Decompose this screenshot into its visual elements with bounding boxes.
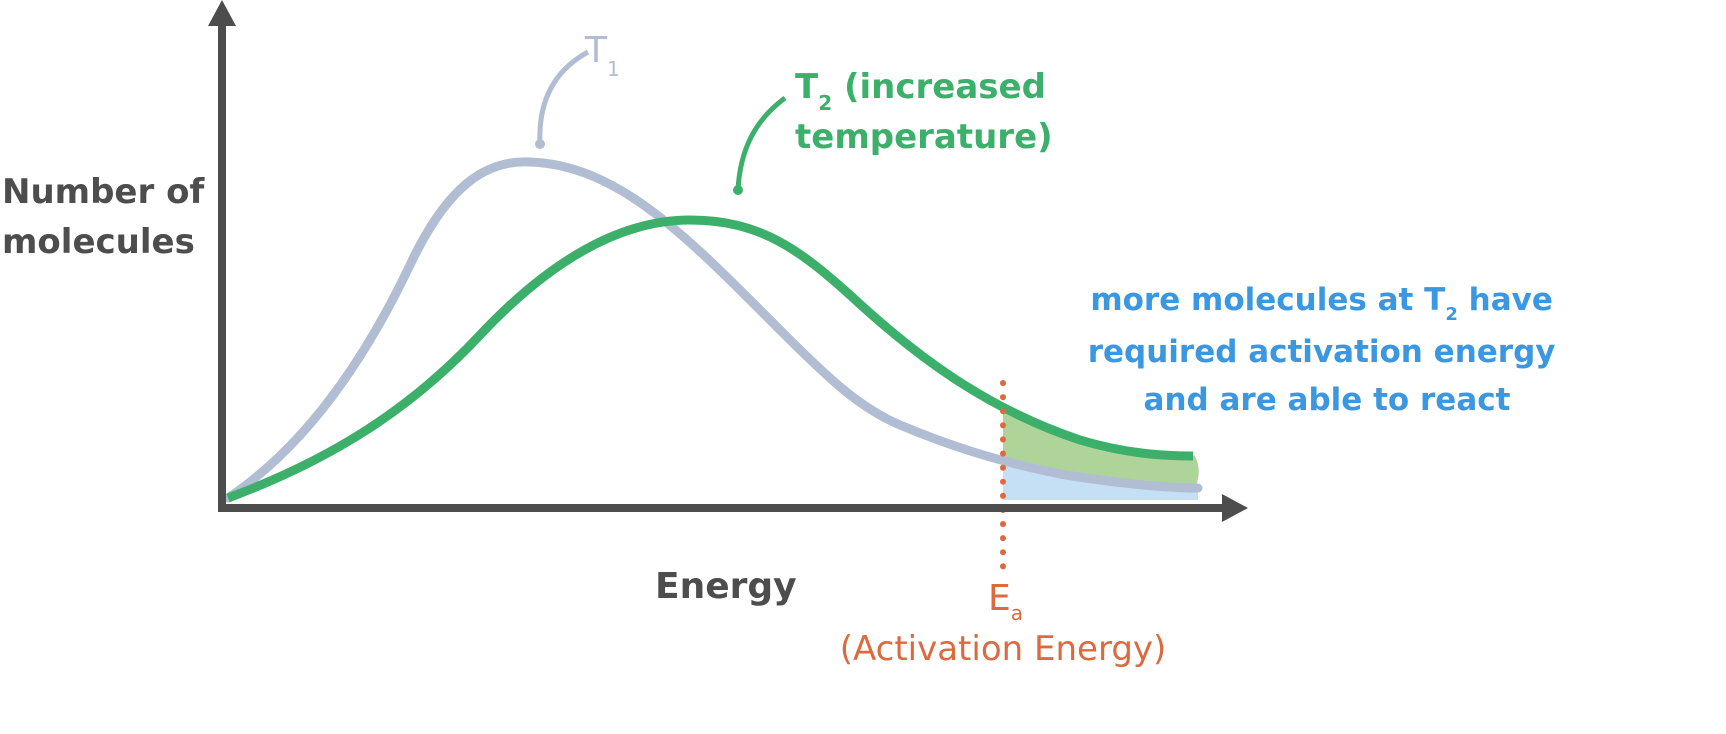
annotation-text: more molecules at T2 have required activ… (1088, 282, 1567, 418)
activation-energy-caption: (Activation Energy) (840, 629, 1167, 669)
t2-pointer-dot (733, 185, 743, 195)
t2-pointer (735, 95, 787, 191)
t1-pointer (537, 49, 590, 145)
t2-label: T2 (increased temperature) (795, 67, 1058, 157)
x-axis-arrow-icon (1222, 494, 1248, 522)
t1-curve (223, 157, 1203, 503)
y-axis-label: Number of molecules (2, 172, 216, 262)
activation-energy-label: Ea (988, 578, 1023, 625)
y-axis-arrow-icon (208, 0, 236, 26)
x-axis-label: Energy (655, 566, 797, 607)
t1-label: T1 (584, 30, 620, 81)
t2-curve (226, 215, 1194, 503)
t1-pointer-dot (535, 139, 545, 149)
